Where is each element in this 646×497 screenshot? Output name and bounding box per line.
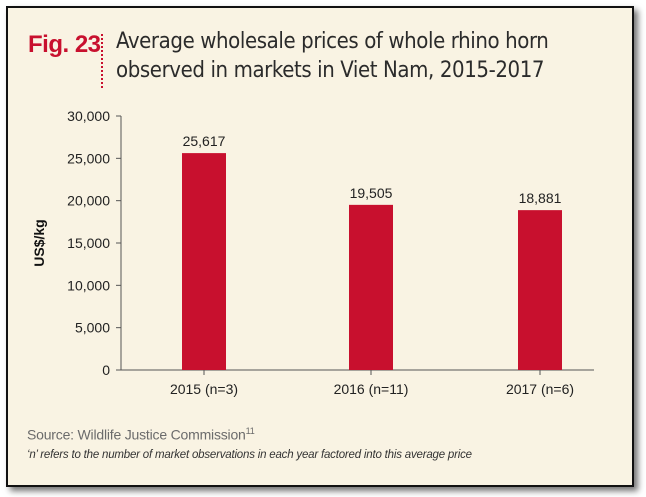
bar-value-label: 18,881: [519, 190, 562, 206]
bar: [182, 153, 226, 370]
x-tick-label: 2016 (n=11): [334, 381, 409, 397]
figure-label: Fig. 23: [28, 31, 101, 58]
chart-note: ‘n’ refers to the number of market obser…: [27, 449, 472, 461]
source-text: Source: Wildlife Justice Commission: [27, 426, 246, 443]
bar: [518, 210, 562, 370]
source-footnote-ref: 11: [245, 426, 255, 436]
y-tick-label: 10,000: [67, 277, 110, 293]
y-tick-label: 15,000: [67, 235, 110, 251]
title-separator: [101, 34, 103, 88]
figure-title: Average wholesale prices of whole rhino …: [116, 29, 549, 83]
bar-value-label: 19,505: [350, 185, 393, 201]
y-tick-label: 0: [102, 362, 110, 378]
bar: [349, 204, 393, 370]
x-tick-label: 2015 (n=3): [170, 381, 238, 397]
source-line: Source: Wildlife Justice Commission11: [27, 426, 255, 443]
x-tick-label: 2017 (n=6): [506, 381, 574, 397]
y-tick-label: 30,000: [67, 108, 110, 124]
bar-value-label: 25,617: [183, 133, 226, 149]
y-tick-label: 25,000: [67, 150, 110, 166]
y-tick-label: 20,000: [67, 193, 110, 209]
y-tick-label: 5,000: [75, 320, 110, 336]
y-axis-title: US$/kg: [31, 219, 47, 266]
